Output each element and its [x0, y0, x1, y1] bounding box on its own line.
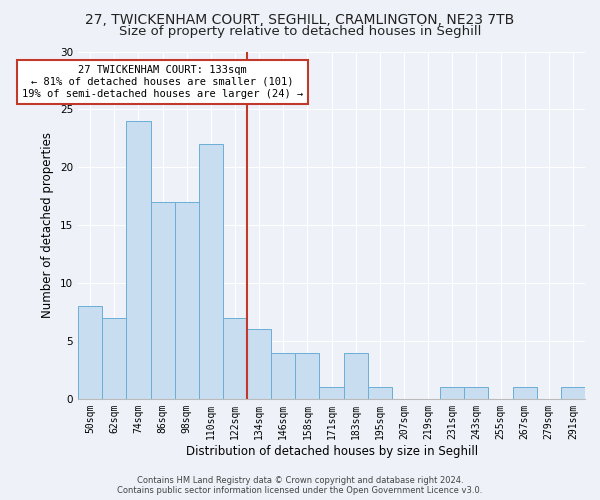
Bar [78, 306, 102, 399]
Bar [561, 388, 585, 399]
Bar [223, 318, 247, 399]
Bar [512, 388, 537, 399]
Bar [151, 202, 175, 399]
Bar [127, 121, 151, 399]
Bar [247, 330, 271, 399]
Bar [271, 352, 295, 399]
Bar [102, 318, 127, 399]
Text: Size of property relative to detached houses in Seghill: Size of property relative to detached ho… [119, 25, 481, 38]
Bar [464, 388, 488, 399]
Text: Contains HM Land Registry data © Crown copyright and database right 2024.
Contai: Contains HM Land Registry data © Crown c… [118, 476, 482, 495]
X-axis label: Distribution of detached houses by size in Seghill: Distribution of detached houses by size … [185, 444, 478, 458]
Bar [344, 352, 368, 399]
Bar [295, 352, 319, 399]
Bar [199, 144, 223, 399]
Text: 27, TWICKENHAM COURT, SEGHILL, CRAMLINGTON, NE23 7TB: 27, TWICKENHAM COURT, SEGHILL, CRAMLINGT… [85, 12, 515, 26]
Bar [175, 202, 199, 399]
Bar [440, 388, 464, 399]
Bar [319, 388, 344, 399]
Y-axis label: Number of detached properties: Number of detached properties [41, 132, 55, 318]
Bar [368, 388, 392, 399]
Text: 27 TWICKENHAM COURT: 133sqm
← 81% of detached houses are smaller (101)
19% of se: 27 TWICKENHAM COURT: 133sqm ← 81% of det… [22, 66, 303, 98]
